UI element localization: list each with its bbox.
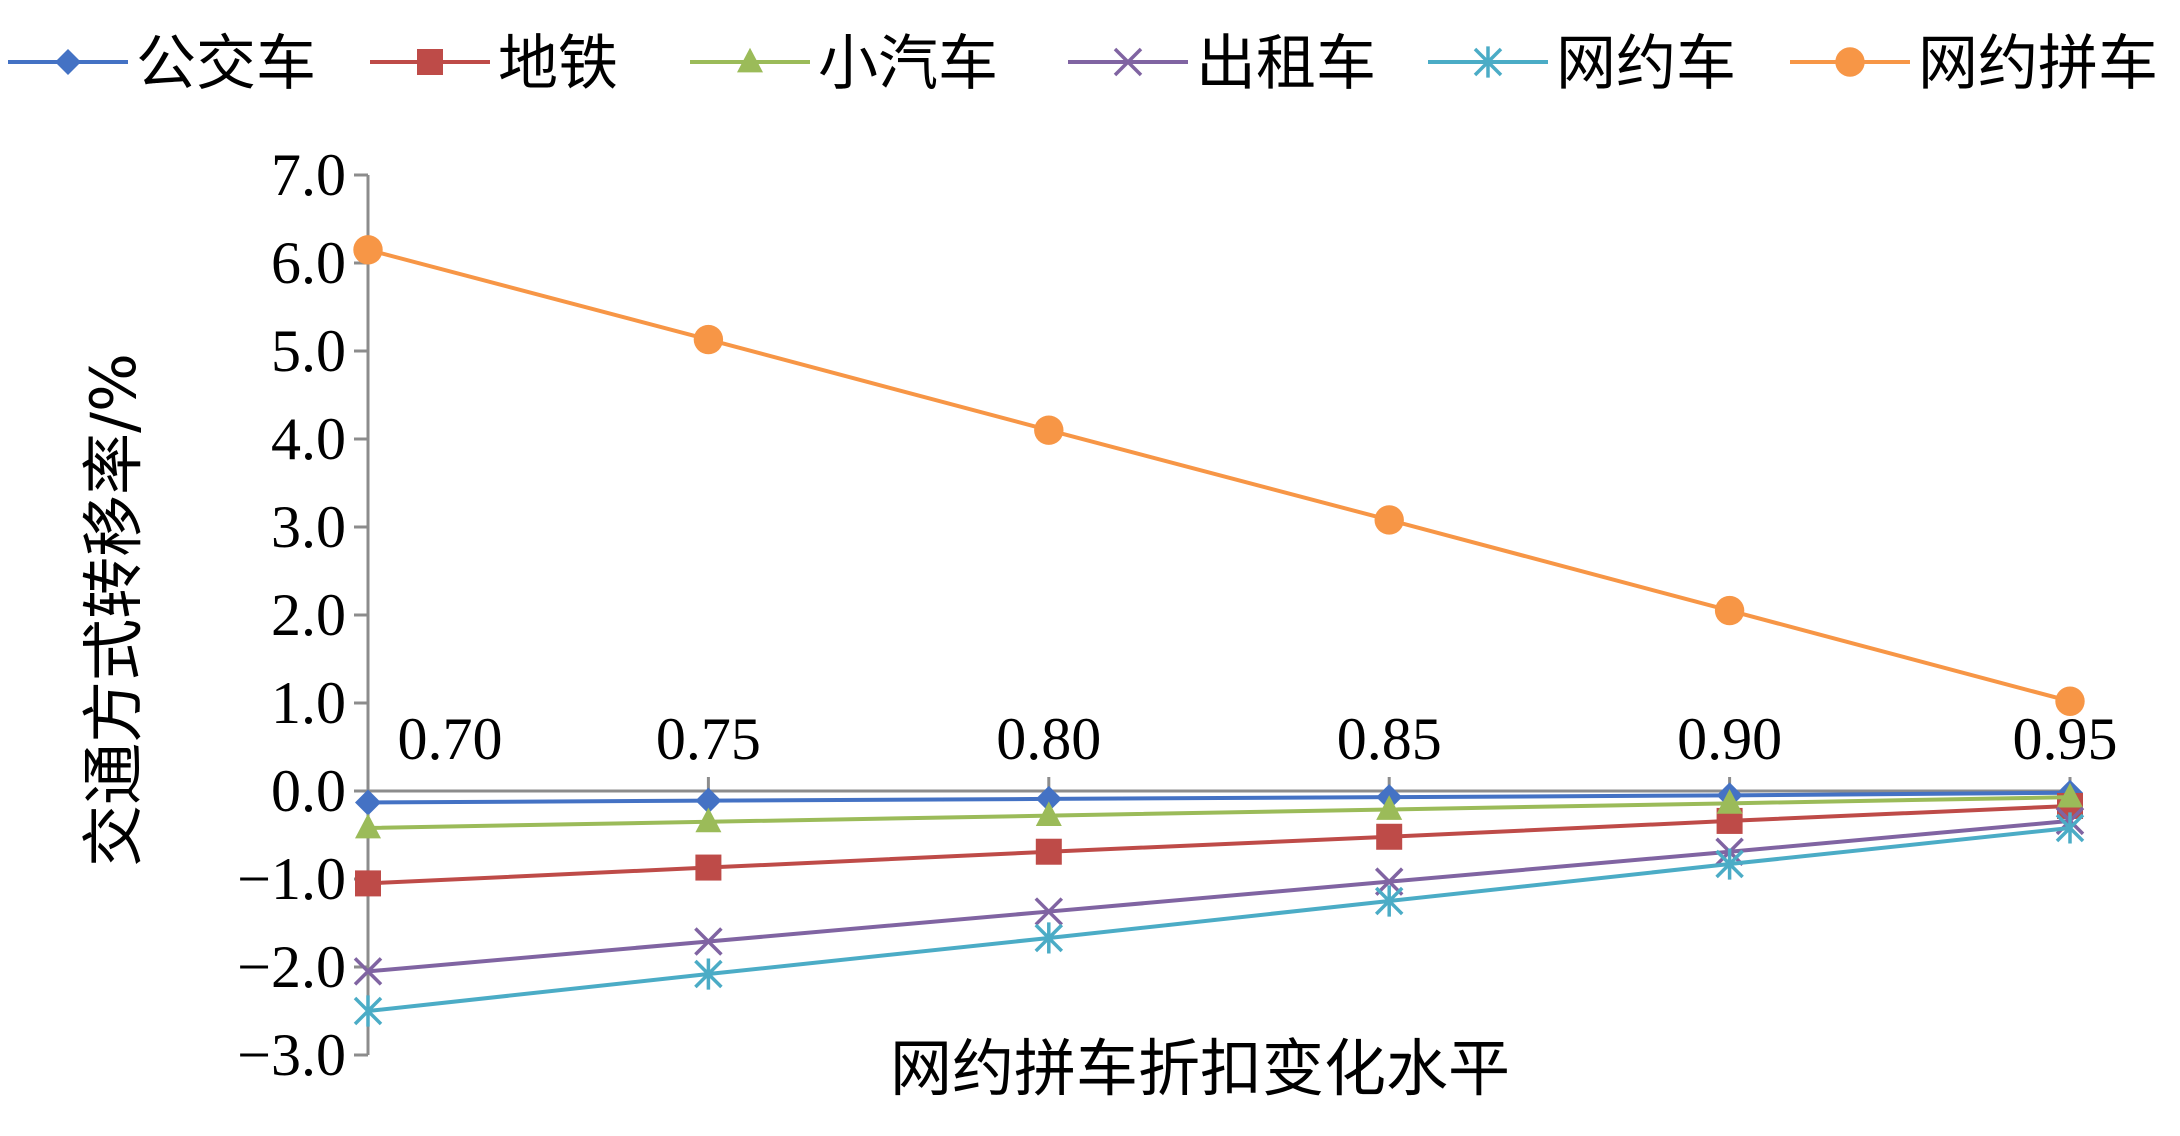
legend-label: 网约车 [1556, 29, 1736, 99]
x-tick-label: 0.95 [2013, 706, 2118, 772]
data-point [355, 789, 381, 816]
series-4 [353, 806, 2085, 986]
series-line [367, 247, 2071, 704]
legend-item: 出租车 [1068, 29, 1376, 99]
legend-marker [417, 49, 443, 75]
data-point [353, 995, 383, 1027]
legend-label: 小汽车 [818, 29, 998, 99]
y-axis: 7.0 6.0 5.0 4.0 3.0 2.0 1.0 0.0 −1.0 −2.0 −3.0 [237, 142, 370, 1088]
y-tick-label: 4.0 [271, 406, 346, 472]
y-tick-label: 2.0 [271, 582, 346, 648]
y-tick-label: 0.0 [271, 758, 346, 824]
data-point [695, 787, 722, 814]
x-axis: 0.70 0.75 0.80 0.85 0.90 0.95 [366, 706, 2118, 793]
y-tick-label: −3.0 [237, 1022, 346, 1088]
legend-marker [737, 47, 763, 73]
data-point [694, 927, 723, 956]
series-3 [355, 782, 2083, 839]
legend: 公交车 地铁 小汽车 出租车 网约车 网约拼车 [8, 29, 2158, 99]
series-line [367, 825, 2071, 1013]
series-line [367, 803, 2071, 886]
data-point [2055, 686, 2085, 716]
x-tick-label: 0.75 [656, 706, 761, 772]
data-point [355, 870, 381, 897]
data-point [355, 813, 381, 839]
legend-item: 地铁 [370, 29, 618, 99]
y-tick-label: −1.0 [237, 846, 346, 912]
data-point [1034, 922, 1064, 954]
data-point [2057, 782, 2083, 808]
data-point [1716, 789, 1743, 814]
x-tick-label: 0.90 [1677, 706, 1782, 772]
legend-item: 网约拼车 [1790, 29, 2158, 99]
legend-label: 网约拼车 [1918, 29, 2158, 99]
y-tick-label: 5.0 [271, 318, 346, 384]
data-point [695, 854, 722, 881]
legend-label: 出租车 [1196, 29, 1376, 99]
legend-marker [55, 49, 81, 75]
y-tick-label: 7.0 [271, 142, 346, 208]
y-tick-label: 3.0 [271, 494, 346, 560]
data-point [1035, 801, 1062, 827]
legend-marker [1835, 47, 1865, 77]
x-axis-title: 网约拼车折扣变化水平 [890, 1032, 1510, 1105]
legend-marker [1473, 46, 1503, 78]
data-point [1034, 415, 1064, 445]
series-6 [353, 235, 2085, 716]
series-2 [355, 792, 2083, 897]
data-point [693, 324, 724, 355]
data-point [695, 807, 722, 833]
y-axis-title: 交通方式转移率/% [77, 353, 150, 867]
data-point [353, 957, 383, 986]
data-point [1035, 838, 1062, 865]
legend-item: 网约车 [1428, 29, 1736, 99]
legend-label: 地铁 [498, 29, 618, 99]
legend-marker [1113, 47, 1143, 77]
series-line [367, 818, 2071, 974]
y-tick-label: −2.0 [237, 934, 346, 1000]
y-tick-label: 1.0 [271, 670, 346, 736]
series-5 [353, 812, 2085, 1027]
data-point [1374, 885, 1404, 917]
data-point [1376, 823, 1403, 850]
data-point [1715, 848, 1744, 880]
series-line [367, 790, 2071, 805]
x-tick-label: 0.80 [996, 706, 1101, 772]
data-point [1034, 897, 1064, 926]
series-line [367, 795, 2071, 830]
legend-item: 公交车 [8, 29, 316, 99]
x-tick-label: 0.85 [1337, 706, 1442, 772]
data-point [1374, 505, 1404, 535]
legend-label: 公交车 [136, 29, 316, 99]
series-1 [355, 779, 2083, 816]
plot-area [353, 235, 2085, 1027]
data-point [694, 958, 723, 990]
x-tick-label: 0.70 [398, 706, 503, 772]
data-point [353, 235, 383, 265]
data-point [2055, 812, 2085, 844]
data-point [1035, 785, 1062, 812]
data-point [1714, 595, 1745, 626]
y-tick-label: 6.0 [271, 230, 346, 296]
legend-item: 小汽车 [690, 29, 998, 99]
data-point [1376, 795, 1403, 820]
